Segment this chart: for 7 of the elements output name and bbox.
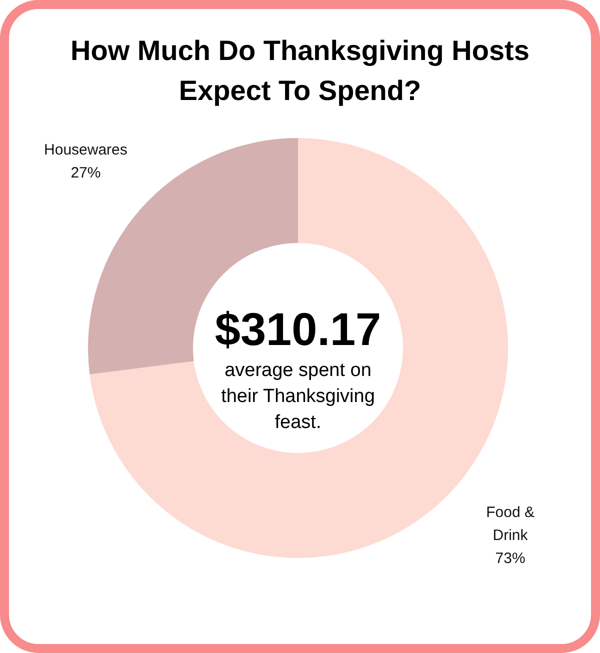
- text: average spent on their Thanksgiving feast.: [221, 360, 375, 433]
- chart-title: How Much Do Thanksgiving Hosts Expect To Spend?: [70, 35, 530, 106]
- slice-label: Housewares: [44, 141, 128, 158]
- text: $310.17: [214, 303, 382, 355]
- data-label: 27%: [70, 164, 101, 182]
- slice-label: Food & Drink: [486, 504, 534, 544]
- data-label: 73%: [495, 550, 526, 568]
